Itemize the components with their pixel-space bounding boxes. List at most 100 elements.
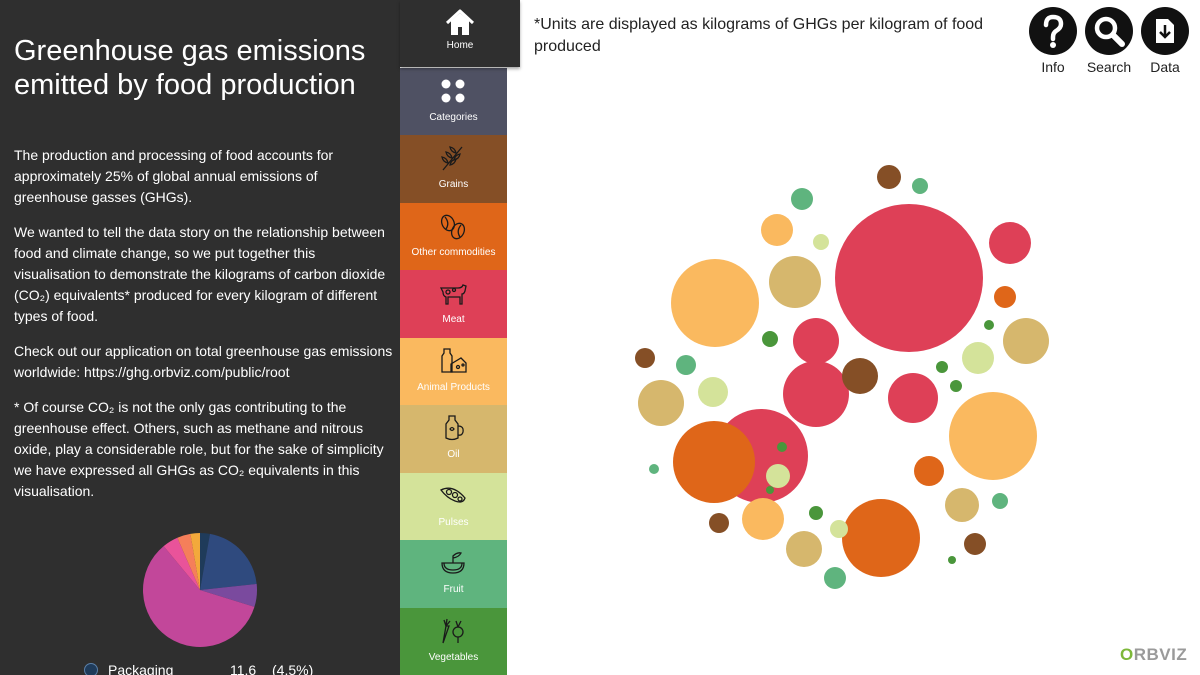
bubble-grains[interactable] (709, 513, 729, 533)
bubble-animal-products[interactable] (671, 259, 759, 347)
bubble-vegetables[interactable] (950, 380, 962, 392)
legend-percent: (4.5%) (272, 662, 314, 675)
bubble-meat[interactable] (793, 318, 839, 364)
bubble-other-commodities[interactable] (994, 286, 1016, 308)
home-label: Home (446, 40, 474, 51)
nav-meat[interactable]: Meat (400, 270, 507, 338)
bubble-animal-products[interactable] (949, 392, 1037, 480)
bubble-fruit[interactable] (649, 464, 659, 474)
units-note: *Units are displayed as kilograms of GHG… (534, 16, 984, 55)
info-button[interactable]: Info (1028, 7, 1078, 75)
bubble-pulses[interactable] (813, 234, 829, 250)
bubble-fruit[interactable] (824, 567, 846, 589)
bubble-oil[interactable] (945, 488, 979, 522)
nav-label: Meat (442, 314, 465, 325)
bubble-oil[interactable] (769, 256, 821, 308)
pie-slice-1[interactable] (200, 533, 257, 590)
bubble-fruit[interactable] (912, 178, 928, 194)
bubble-animal-products[interactable] (742, 498, 784, 540)
search-icon (1094, 16, 1125, 47)
nav-other-commodities[interactable]: Other commodities (400, 202, 507, 270)
coffee-bean-icon (440, 214, 466, 239)
bubble-oil[interactable] (638, 380, 684, 426)
bubble-other-commodities[interactable] (914, 456, 944, 486)
nav-label: Grains (438, 179, 469, 190)
legend-swatch (84, 663, 98, 675)
legend-value: 11.6 (230, 662, 257, 675)
pie-slice-3[interactable] (143, 546, 255, 647)
nav-label: Pulses (438, 516, 469, 528)
nav-label: Vegetables (428, 651, 479, 663)
bubble-grains[interactable] (842, 358, 878, 394)
categories-grid-icon (441, 79, 465, 102)
download-icon (1156, 19, 1174, 43)
nav-label: Fruit (443, 584, 464, 595)
cow-icon (439, 284, 467, 305)
pie-slice-6[interactable] (190, 533, 200, 590)
nav-animal-products[interactable]: Animal Products (400, 337, 507, 405)
bubble-vegetables[interactable] (984, 320, 994, 330)
fruit-icon (441, 552, 465, 574)
nav-categories[interactable]: Categories (400, 67, 507, 135)
bubble-fruit[interactable] (992, 493, 1008, 509)
packaging-pie-chart (143, 533, 257, 647)
data-label: Data (1150, 59, 1180, 75)
bean-pod-icon (440, 487, 466, 503)
home-icon (445, 9, 475, 35)
pie-slice-4[interactable] (163, 537, 200, 590)
bubble-oil[interactable] (1003, 318, 1049, 364)
bubble-fruit[interactable] (791, 188, 813, 210)
bubble-other-commodities[interactable] (673, 421, 755, 503)
pie-slice-5[interactable] (177, 533, 200, 590)
pie-slice-0[interactable] (200, 533, 210, 590)
search-label: Search (1086, 59, 1132, 75)
page-title: Greenhouse gas emissions emitted by food… (14, 35, 366, 101)
bubble-pulses[interactable] (698, 377, 728, 407)
bubble-vegetables[interactable] (777, 442, 787, 452)
bubble-vegetables[interactable] (766, 486, 774, 494)
bubble-grains[interactable] (635, 348, 655, 368)
bubble-meat[interactable] (835, 204, 983, 352)
info-panel: Greenhouse gas emissions emitted by food… (0, 0, 400, 675)
footnote-paragraph: * Of course CO₂ is not the only gas cont… (14, 399, 384, 499)
link-paragraph: Check out our application on total green… (14, 343, 393, 380)
story-paragraph: We wanted to tell the data story on the … (14, 224, 386, 324)
bubble-fruit[interactable] (676, 355, 696, 375)
bubble-vegetables[interactable] (948, 556, 956, 564)
bubble-meat[interactable] (989, 222, 1031, 264)
legend-label: Packaging (108, 662, 174, 675)
bubble-vegetables[interactable] (762, 331, 778, 347)
data-button[interactable]: Data (1140, 7, 1190, 75)
category-nav: Categories Grains Other commodities Meat… (400, 0, 507, 675)
nav-oil[interactable]: Oil (400, 405, 507, 473)
nav-label: Animal Products (417, 381, 490, 393)
orbviz-logo: ORBVIZ (1120, 645, 1188, 664)
bubble-vegetables[interactable] (936, 361, 948, 373)
bubble-grains[interactable] (964, 533, 986, 555)
nav-fruit[interactable]: Fruit (400, 540, 507, 608)
bubble-animal-products[interactable] (761, 214, 793, 246)
nav-grains[interactable]: Grains (400, 135, 507, 203)
info-label: Info (1041, 59, 1065, 75)
bubble-oil[interactable] (786, 531, 822, 567)
bubble-grains[interactable] (877, 165, 901, 189)
bubble-pulses[interactable] (830, 520, 848, 538)
bubble-vegetables[interactable] (809, 506, 823, 520)
intro-paragraph: The production and processing of food ac… (14, 147, 334, 205)
home-tab[interactable]: Home (400, 0, 520, 67)
bubble-other-commodities[interactable] (842, 499, 920, 577)
search-button[interactable]: Search (1084, 7, 1134, 75)
bubble-meat[interactable] (888, 373, 938, 423)
milk-cheese-icon (441, 347, 467, 373)
nav-pulses[interactable]: Pulses (400, 472, 507, 540)
bubble-pulses[interactable] (766, 464, 790, 488)
nav-vegetables[interactable]: Vegetables (400, 607, 507, 675)
emissions-bubble-chart (635, 165, 1049, 589)
bubble-pulses[interactable] (962, 342, 994, 374)
bubble-meat[interactable] (783, 361, 849, 427)
vegetables-icon (442, 618, 464, 643)
nav-label: Oil (447, 449, 460, 460)
wheat-icon (441, 146, 463, 171)
pie-slice-2[interactable] (200, 583, 257, 607)
oil-jug-icon (445, 415, 464, 441)
